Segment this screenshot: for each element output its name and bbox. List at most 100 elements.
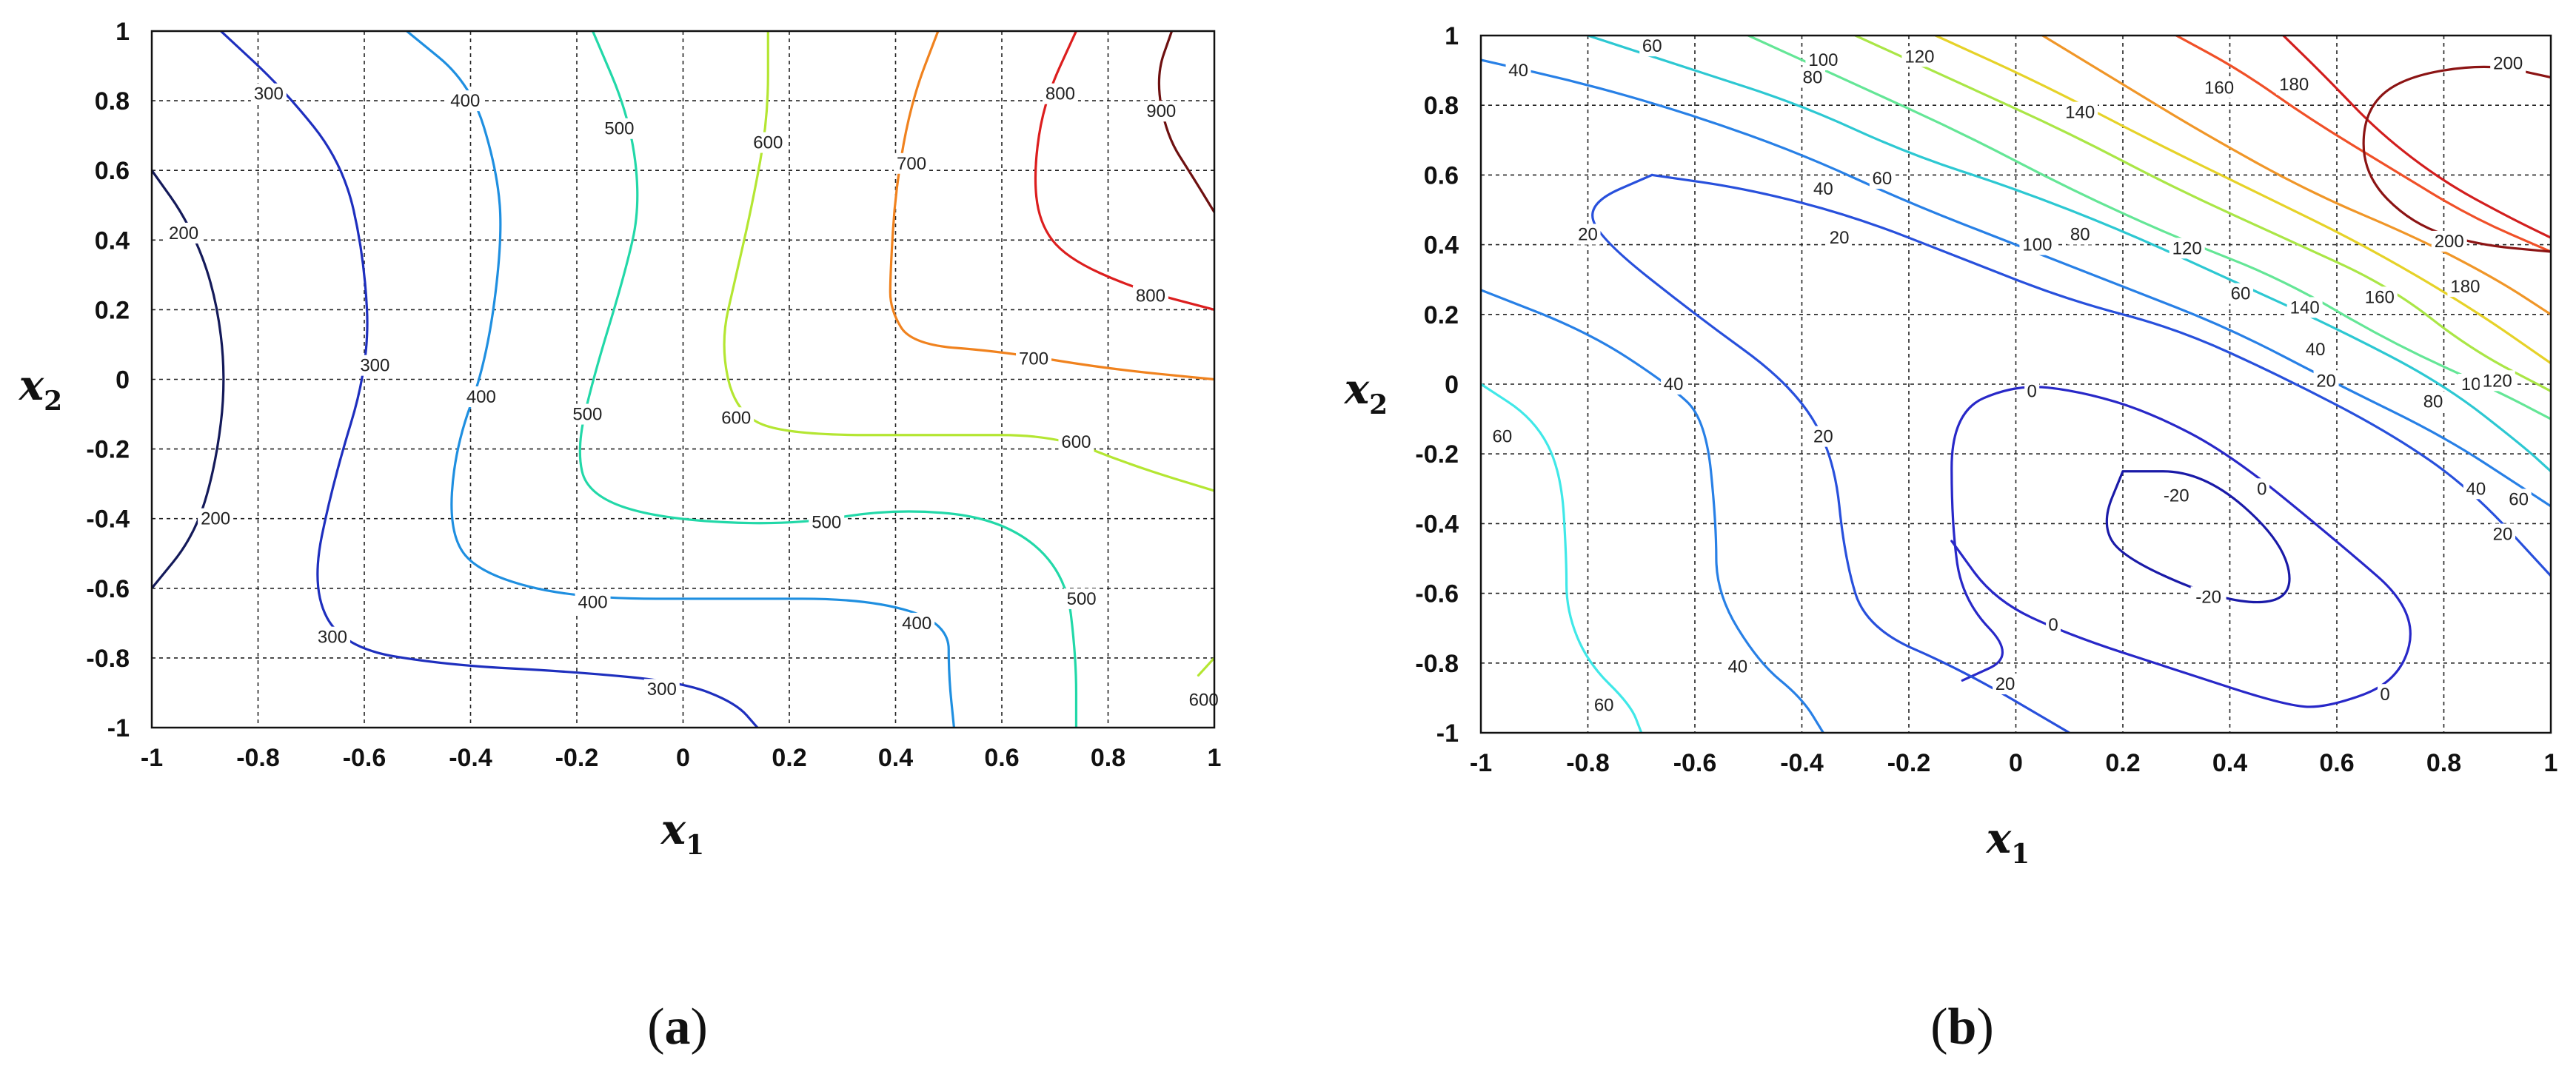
contour-label-background (1639, 36, 1665, 57)
contour-label: 600 (1061, 432, 1091, 452)
contour-line-600 (723, 31, 1214, 492)
x-tick-label: 0.2 (2105, 749, 2140, 777)
contour-label: 700 (897, 154, 926, 174)
x-tick-labels: -1 -0.8 -0.6 -0.4 -0.2 0 0.2 0.4 0.6 0.8 1 (141, 744, 1222, 772)
y-tick-label: 0 (116, 366, 130, 395)
contour-label-background (250, 83, 287, 104)
contour-label-background (2489, 523, 2515, 545)
contour-label: 400 (466, 387, 496, 407)
contour-label: 700 (1019, 349, 1048, 369)
contour-lines (1481, 36, 2551, 733)
x-tick-label: -0.2 (555, 744, 599, 772)
contour-label-background (2286, 297, 2323, 318)
contour-label: 60 (1873, 169, 1893, 189)
contour-label: 200 (201, 509, 230, 529)
x-tick-label: 1 (1208, 744, 1222, 772)
contour-label-background (1805, 49, 1841, 70)
y-tick-label: 0.6 (95, 157, 130, 185)
contour-label-background (1016, 348, 1052, 369)
contour-label-background (2490, 53, 2526, 74)
contour-line-20 (1591, 173, 2071, 733)
contour-label: 80 (1803, 68, 1823, 88)
contour-line-600 (1197, 657, 1214, 677)
plot-frame (150, 30, 1216, 729)
y-tick-label: 0.4 (95, 226, 130, 255)
contour-line-20 (1650, 173, 2551, 577)
contour-label: 800 (1136, 286, 1165, 306)
contour-label: 500 (812, 512, 841, 532)
contour-label-background (2190, 586, 2227, 608)
y-tick-label: 0.4 (1424, 232, 1459, 260)
contour-label-background (166, 222, 202, 244)
contour-label: 160 (2365, 287, 2395, 307)
contour-label: 160 (2204, 78, 2234, 98)
contour-label-background (2361, 286, 2398, 308)
contour-label-background (718, 407, 755, 429)
contour-label: 300 (318, 628, 347, 648)
contour-label-background (1575, 224, 1601, 245)
x-tick-labels: -1 -0.8 -0.6 -0.4 -0.2 0 0.2 0.4 0.6 0.8 1 (1470, 749, 2558, 777)
contour-label-background (357, 355, 393, 376)
contour-label-background (2378, 684, 2393, 705)
plot-frame (1479, 34, 2552, 734)
contour-line-700 (889, 31, 1214, 381)
contour-line-100 (1854, 36, 2551, 393)
contour-label: 180 (2279, 75, 2309, 95)
contour-label-background (569, 403, 606, 425)
contour-label-background (2303, 338, 2329, 360)
contour-label: 900 (1146, 101, 1176, 121)
contour-line-80 (1747, 36, 2551, 420)
contour-label-background (314, 626, 350, 648)
contour-label-background (1993, 674, 2018, 695)
contour-line-800 (1034, 31, 1214, 311)
contour-line-140 (2041, 36, 2551, 316)
contour-label: 300 (647, 679, 677, 699)
contour-label: 0 (2257, 479, 2266, 499)
contour-label-background (1042, 83, 1078, 104)
contour-label: 200 (169, 224, 198, 244)
contour-label-background (1810, 178, 1836, 200)
contour-label-background (2463, 478, 2489, 500)
contour-label-background (2421, 391, 2446, 412)
contour-label-background (894, 152, 930, 174)
y-tick-label: -0.4 (86, 506, 130, 534)
contour-label: 60 (2509, 489, 2529, 509)
contour-line-160 (2175, 36, 2551, 253)
x-tick-label: -1 (1470, 749, 1492, 777)
contour-label: 400 (902, 614, 931, 634)
contour-label-background (1185, 689, 1222, 711)
contour-label-background (2201, 77, 2238, 98)
y-tick-label: -0.2 (1415, 440, 1459, 469)
contour-label: 40 (1727, 657, 1747, 677)
contour-line-500 (578, 31, 1078, 728)
x-tick-label: 0 (676, 744, 690, 772)
contour-labels: 200 200 300 300 300 300 400 400 400 400 500 500 500 5… (166, 83, 1222, 711)
contour-label: 200 (2493, 54, 2523, 74)
contour-label: 20 (1830, 228, 1850, 248)
contour-label: 300 (254, 84, 284, 104)
y-tick-label: 0.2 (95, 296, 130, 324)
x-tick-label: 0.6 (984, 744, 1019, 772)
x-tick-label: 1 (2544, 749, 2558, 777)
y-tick-label: -1 (1436, 719, 1459, 748)
contour-label-background (463, 386, 499, 408)
x-tick-label: 0.2 (772, 744, 806, 772)
y-tick-label: 0.8 (1424, 92, 1459, 120)
contour-label: 180 (2450, 277, 2480, 297)
contour-label-background (2254, 478, 2269, 500)
contour-label-background (2431, 230, 2467, 252)
x-tick-label: -0.8 (236, 744, 280, 772)
contour-label-background (1132, 285, 1168, 306)
contour-label: 120 (2483, 371, 2512, 391)
contour-label-background (1489, 426, 1515, 447)
contour-label: 100 (2022, 235, 2052, 255)
y-tick-label: 1 (116, 18, 130, 46)
contour-label: 20 (2493, 525, 2513, 545)
contour-label: 140 (2290, 298, 2320, 318)
contour-label: 40 (2306, 340, 2326, 360)
contour-label: 600 (721, 408, 751, 428)
y-tick-label: 0.2 (1424, 301, 1459, 329)
contour-label-background (1869, 168, 1895, 189)
x-tick-label: -0.4 (449, 744, 492, 772)
contour-label: 500 (572, 405, 602, 425)
